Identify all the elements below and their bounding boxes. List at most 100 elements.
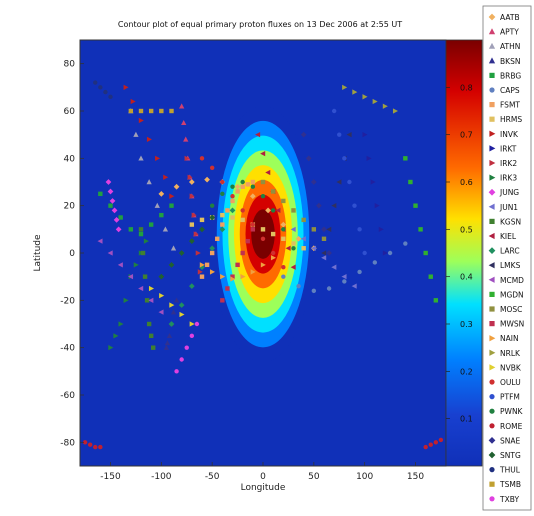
legend: AATB APTY ATHN BKSN BRBG CAPS FSMT HRMS INVK IRKT… — [488, 13, 524, 504]
data-point — [93, 80, 98, 85]
data-point — [240, 250, 245, 256]
data-point — [154, 202, 160, 208]
data-point — [138, 117, 144, 124]
data-point — [107, 250, 113, 256]
data-point — [191, 212, 197, 218]
legend-entry: HRMS — [489, 115, 522, 124]
legend-marker — [489, 291, 495, 297]
data-point — [204, 262, 210, 268]
legend-label: FSMT — [500, 101, 520, 110]
data-point — [108, 94, 113, 100]
data-point — [230, 198, 235, 204]
legend-marker — [489, 159, 496, 167]
data-point — [301, 217, 306, 223]
data-point — [250, 184, 256, 189]
colorbar — [445, 39, 483, 467]
data-point — [250, 179, 256, 185]
data-point — [428, 274, 433, 279]
series-ptfm — [331, 108, 367, 256]
series-irkt — [362, 132, 388, 256]
data-point — [138, 155, 144, 161]
data-point — [342, 156, 347, 161]
data-point — [170, 245, 177, 251]
data-point — [168, 261, 175, 268]
y-tick-label: 60 — [64, 107, 76, 117]
data-point — [146, 179, 152, 185]
series-larc — [168, 207, 236, 327]
legend-entry: MCMD — [488, 276, 524, 285]
data-point — [82, 440, 88, 445]
data-point — [209, 250, 215, 256]
data-point — [194, 321, 200, 327]
data-point — [148, 285, 155, 292]
data-point — [163, 174, 169, 180]
data-point — [133, 262, 139, 268]
legend-marker — [489, 496, 495, 502]
data-point — [423, 444, 428, 450]
data-point — [235, 262, 240, 268]
legend-marker — [488, 451, 496, 459]
data-point — [158, 190, 165, 197]
series-mgdn — [403, 156, 439, 303]
legend-marker — [488, 57, 496, 64]
data-point — [184, 155, 190, 161]
data-point — [220, 298, 225, 303]
legend-marker — [489, 394, 495, 400]
series-sntg — [158, 214, 216, 280]
data-point — [108, 203, 113, 208]
data-point — [433, 440, 439, 445]
data-point — [413, 203, 418, 208]
data-point — [235, 189, 240, 194]
legend-marker — [488, 188, 496, 196]
data-point — [193, 231, 199, 237]
legend-marker — [489, 408, 495, 414]
legend-entry: LMKS — [488, 261, 521, 270]
data-point — [351, 283, 357, 289]
data-point — [260, 179, 266, 185]
legend-entry: SNAE — [488, 436, 521, 445]
data-point — [87, 442, 93, 447]
data-point — [225, 208, 230, 213]
data-point — [140, 250, 146, 256]
data-point — [260, 262, 266, 268]
data-point — [230, 276, 236, 282]
data-point — [382, 103, 388, 109]
data-point — [138, 231, 144, 237]
data-point — [433, 298, 439, 303]
data-point — [189, 222, 195, 227]
series-brbg — [98, 191, 174, 237]
data-point — [310, 245, 317, 251]
data-point — [260, 150, 266, 157]
data-point — [362, 94, 368, 100]
data-point — [143, 238, 149, 244]
data-point — [148, 333, 154, 339]
data-point — [321, 236, 327, 241]
legend-entry: APTY — [488, 28, 519, 37]
data-point — [166, 332, 173, 339]
flux-contours — [211, 106, 315, 363]
legend-marker — [488, 232, 495, 240]
legend-label: LMKS — [500, 261, 521, 270]
series-invk — [123, 84, 175, 199]
legend-marker — [488, 13, 496, 21]
legend-entry: CAPS — [489, 86, 520, 95]
colorbar-tick-label: 0.3 — [460, 320, 473, 329]
legend-label: OULU — [500, 378, 521, 387]
data-point — [209, 245, 216, 252]
data-point — [159, 108, 164, 114]
legend-label: JUN1 — [499, 203, 518, 212]
data-point — [127, 274, 134, 280]
legend-marker — [489, 349, 496, 356]
data-point — [357, 227, 362, 232]
data-point — [173, 183, 180, 190]
series-mwsn — [220, 227, 256, 303]
data-point — [438, 437, 444, 443]
data-point — [357, 269, 362, 275]
data-point — [250, 269, 256, 275]
data-point — [270, 250, 276, 256]
legend-marker — [488, 42, 496, 49]
data-point — [240, 208, 245, 213]
legend-entry: TSMB — [489, 480, 521, 489]
data-point — [230, 215, 235, 220]
